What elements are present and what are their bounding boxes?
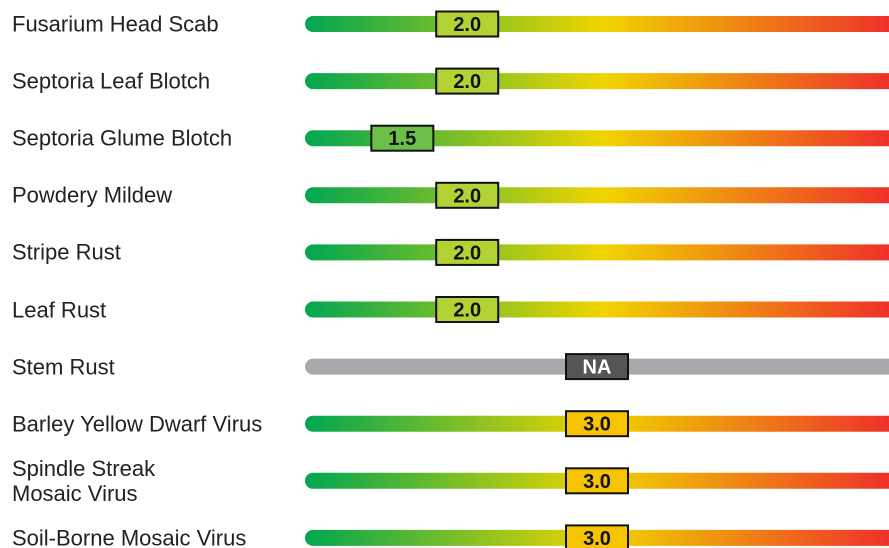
category-label: Fusarium Head Scab: [12, 11, 219, 37]
rating-marker: [565, 410, 629, 438]
rating-marker: [435, 10, 500, 38]
rating-label: 2.0: [453, 71, 481, 93]
scale-bar: [305, 301, 889, 318]
category-label: Powdery Mildew: [12, 182, 173, 208]
category-label: Leaf Rust: [12, 297, 107, 322]
rating-label: 3.0: [583, 528, 611, 548]
category-label: Barley Yellow Dwarf Virus: [12, 411, 263, 437]
rating-label: 2.0: [453, 185, 481, 207]
rating-label: 1.5: [388, 128, 416, 150]
scale-bar: [305, 244, 889, 261]
rating-marker: [435, 238, 500, 266]
rating-label: 2.0: [453, 300, 481, 322]
rating-marker: [565, 524, 629, 548]
category-label: Spindle Streak Mosaic Virus: [12, 455, 156, 506]
category-label: Stripe Rust: [12, 239, 121, 265]
rating-marker: [435, 67, 500, 95]
scale-bar: [305, 130, 889, 147]
rating-label: 3.0: [583, 471, 611, 493]
rating-marker: [565, 467, 629, 495]
scale-bar: [305, 16, 889, 32]
rating-marker: [565, 353, 629, 381]
rating-label: 2.0: [453, 242, 481, 264]
category-label: Septoria Leaf Blotch: [12, 68, 211, 94]
rating-label: 2.0: [453, 14, 481, 36]
rating-marker: [370, 124, 435, 152]
rating-marker: [435, 181, 500, 209]
category-label: Septoria Glume Blotch: [12, 125, 233, 151]
scale-bar: [305, 187, 889, 204]
scale-bar: [305, 73, 889, 90]
rating-marker: [435, 296, 500, 323]
category-label: Soil-Borne Mosaic Virus: [12, 525, 247, 548]
category-label: Stem Rust: [12, 354, 115, 380]
rating-label: NA: [583, 357, 612, 379]
rating-label: 3.0: [583, 414, 611, 436]
